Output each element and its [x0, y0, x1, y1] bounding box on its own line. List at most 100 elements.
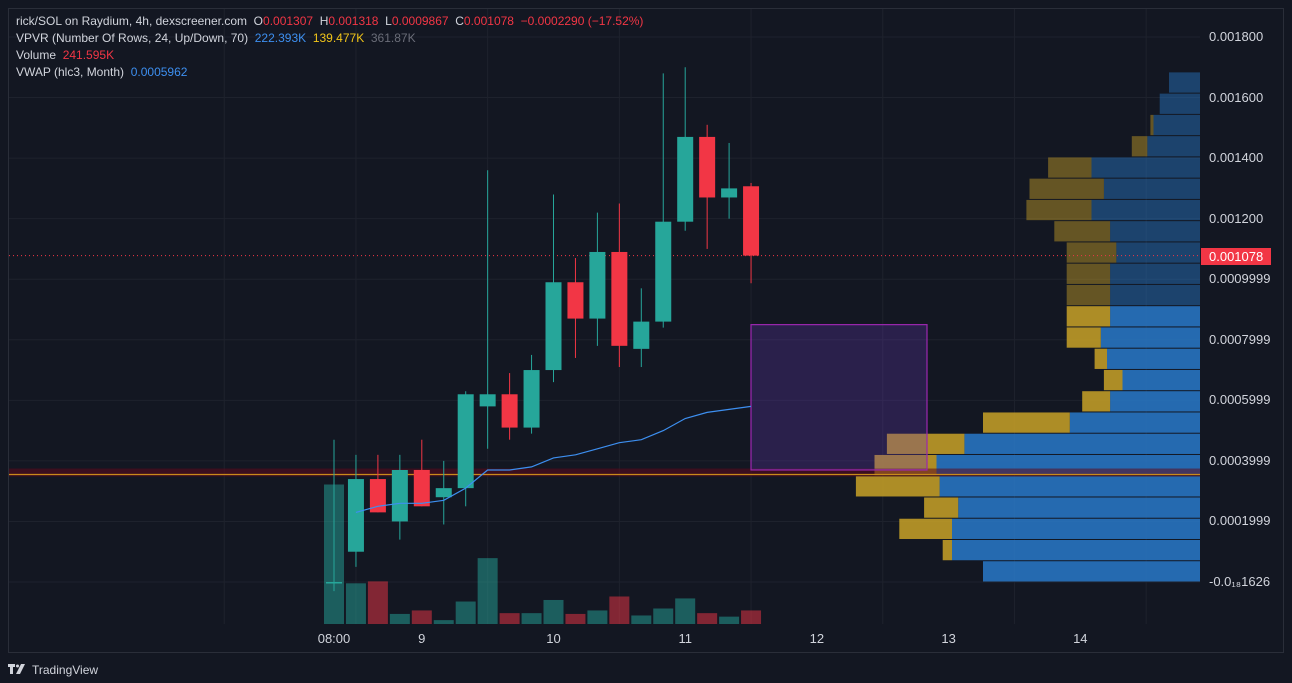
legend-volume-row[interactable]: Volume 241.595K [16, 47, 643, 64]
vpvr-up-bar [1122, 369, 1200, 391]
vpvr-up-bar [964, 433, 1200, 454]
volume-bar [631, 615, 652, 624]
open-label: O [253, 14, 264, 28]
vpvr-down-bar [924, 497, 959, 518]
vpvr-down-bar [1066, 242, 1117, 263]
vpvr-total-value: 361.87K [370, 31, 416, 45]
candle-body [655, 221, 672, 322]
time-tick-label: 13 [941, 631, 956, 646]
volume-bar [653, 608, 674, 624]
price-tick-label: 0.001600 [1209, 89, 1264, 105]
low-value: 0.0009867 [391, 14, 449, 28]
vpvr-up-bar [1100, 327, 1200, 348]
high-label: H [319, 14, 329, 28]
volume-bar [345, 583, 366, 624]
vpvr-label: VPVR (Number Of Rows, 24, Up/Down, 70) [16, 31, 249, 45]
price-tick-label: 0.0009999 [1209, 271, 1271, 287]
candle-body [523, 370, 540, 428]
volume-bars [324, 484, 762, 624]
candle-body [326, 582, 342, 584]
vpvr-down-bar [855, 476, 940, 497]
volume-bar [411, 610, 432, 624]
time-tick-label: 10 [546, 631, 561, 646]
price-tick-label: 0.001800 [1209, 29, 1264, 44]
vpvr-down-bar [1103, 369, 1123, 391]
vpvr-up-bar [952, 539, 1200, 561]
volume-value: 241.595K [62, 48, 115, 62]
vpvr-up-bar [1110, 221, 1200, 242]
volume-bar [477, 558, 498, 624]
time-tick-label: 14 [1073, 631, 1088, 646]
rectangle-drawing [750, 324, 928, 471]
volume-bar [697, 613, 718, 624]
candle-body [589, 251, 606, 319]
candle-body [743, 186, 760, 256]
tradingview-logo-icon [8, 664, 25, 674]
footer[interactable]: TradingView [8, 660, 98, 680]
vpvr-down-bar [886, 433, 965, 454]
vpvr-down-bar [1066, 263, 1111, 284]
vpvr-up-bar [1110, 306, 1200, 327]
volume-bar [587, 610, 608, 624]
vpvr-up-bar [958, 497, 1200, 518]
price-tick-label: -0.0₁₈1626 [1209, 574, 1271, 589]
vpvr-down-bar [1066, 284, 1111, 306]
price-tick-label: 0.0005999 [1209, 392, 1271, 408]
price-tick-label: 0.0007999 [1209, 331, 1271, 347]
candle-body [611, 251, 628, 346]
vpvr-down-bar [899, 518, 952, 539]
volume-bar [675, 598, 696, 624]
vpvr-up-bar [939, 476, 1200, 497]
volume-bar [741, 610, 762, 624]
vwap-value: 0.0005962 [130, 65, 188, 79]
volume-bar [433, 620, 454, 624]
candle-body [479, 394, 496, 407]
price-tick-label: 0.0001999 [1209, 513, 1271, 529]
candle-body [391, 469, 408, 522]
vpvr-up-bar [1103, 178, 1200, 199]
candle-body [501, 394, 518, 428]
volume-bar [389, 613, 410, 624]
vwap-label: VWAP (hlc3, Month) [16, 65, 125, 79]
highlight-band [9, 468, 1200, 477]
candle-body [347, 479, 364, 552]
volume-bar [455, 601, 476, 624]
vpvr-down-bar [1054, 221, 1111, 242]
vpvr-up-bar [1110, 391, 1200, 412]
legend-vwap-row[interactable]: VWAP (hlc3, Month) 0.0005962 [16, 64, 643, 81]
vpvr-down-bar [1048, 157, 1092, 178]
candle-body [413, 469, 430, 507]
candle-body [699, 136, 716, 198]
candle-body [545, 282, 562, 371]
volume-label: Volume [16, 48, 57, 62]
legend-vpvr-row[interactable]: VPVR (Number Of Rows, 24, Up/Down, 70) 2… [16, 30, 643, 47]
candles [326, 67, 760, 592]
high-value: 0.001318 [328, 14, 379, 28]
vpvr-up-bar [1110, 284, 1200, 306]
volume-bar [565, 613, 586, 624]
vpvr-up-bar [983, 561, 1200, 582]
vpvr-down-bar [1150, 114, 1154, 136]
time-tick-label: 12 [809, 631, 825, 646]
symbol-title[interactable]: rick/SOL on Raydium, 4h, dexscreener.com [16, 14, 247, 28]
vpvr-up-bar [1147, 136, 1200, 157]
legend-symbol-row: rick/SOL on Raydium, 4h, dexscreener.com… [16, 13, 643, 30]
vpvr-up-bar [1110, 263, 1200, 284]
vpvr-up-bar [1116, 242, 1200, 263]
change-value: −0.0002290 (−17.52%) [520, 14, 644, 28]
candle-body [457, 394, 474, 489]
volume-bar [367, 581, 388, 624]
candle-body [369, 479, 386, 513]
vpvr-down-bar [1131, 136, 1148, 157]
vpvr-down-bar [942, 539, 952, 561]
vpvr-down-value: 139.477K [312, 31, 365, 45]
candle-body [567, 282, 584, 319]
vpvr-up-value: 222.393K [254, 31, 307, 45]
tradingview-brand: TradingView [32, 663, 99, 677]
vpvr-down-bar [1066, 306, 1111, 327]
volume-bar [719, 616, 740, 624]
vpvr-up-bar [1091, 199, 1200, 221]
time-tick-label: 11 [678, 631, 692, 646]
volume-bar [521, 613, 542, 624]
